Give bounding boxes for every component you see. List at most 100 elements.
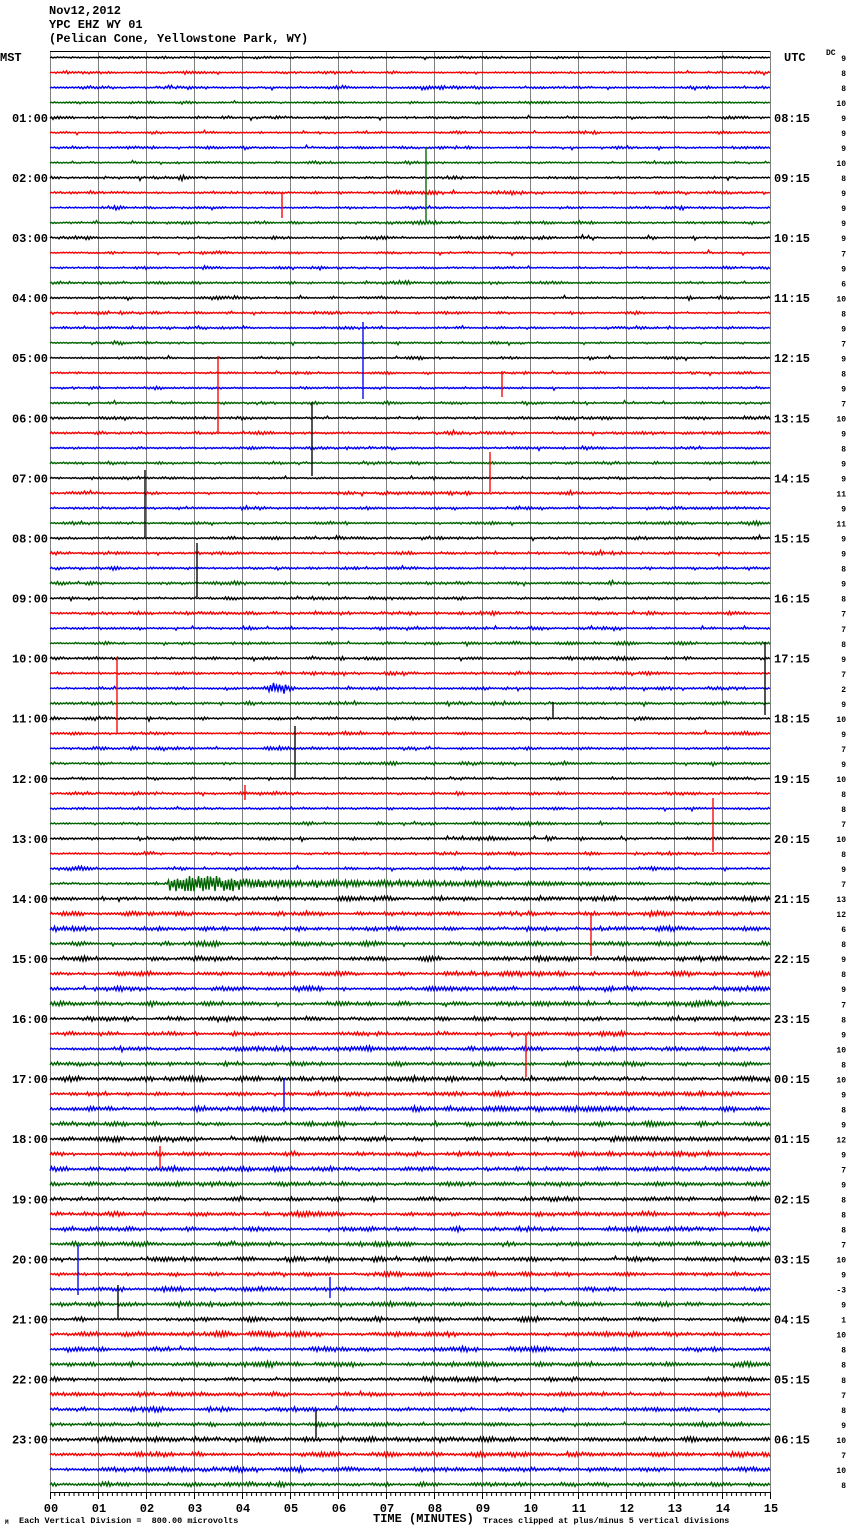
svg-text:UTC: UTC	[784, 51, 806, 65]
svg-text:12: 12	[836, 1136, 846, 1145]
svg-text:DC: DC	[826, 49, 836, 58]
svg-text:22:00: 22:00	[12, 1374, 48, 1388]
svg-text:7: 7	[841, 611, 846, 620]
svg-text:9: 9	[841, 115, 846, 124]
svg-text:01:00: 01:00	[12, 112, 48, 126]
svg-text:21:15: 21:15	[774, 893, 810, 907]
svg-text:23:15: 23:15	[774, 1013, 810, 1027]
svg-text:8: 8	[841, 1061, 846, 1070]
svg-text:12: 12	[620, 1502, 634, 1516]
svg-text:9: 9	[841, 190, 846, 199]
svg-text:8: 8	[841, 1106, 846, 1115]
svg-text:9: 9	[841, 1031, 846, 1040]
svg-text:8: 8	[841, 370, 846, 379]
svg-text:14:00: 14:00	[12, 893, 48, 907]
svg-text:01:15: 01:15	[774, 1133, 810, 1147]
svg-text:7: 7	[841, 1242, 846, 1251]
svg-text:16:00: 16:00	[12, 1013, 48, 1027]
svg-text:02: 02	[140, 1502, 154, 1516]
svg-text:20:15: 20:15	[774, 833, 810, 847]
svg-text:8: 8	[841, 1482, 846, 1491]
svg-text:7: 7	[841, 400, 846, 409]
svg-text:9: 9	[841, 205, 846, 214]
svg-text:11: 11	[572, 1502, 586, 1516]
svg-text:9: 9	[841, 731, 846, 740]
svg-text:9: 9	[841, 761, 846, 770]
svg-text:09:00: 09:00	[12, 593, 48, 607]
svg-text:10: 10	[836, 100, 846, 109]
svg-text:M: M	[5, 1519, 9, 1526]
svg-text:8: 8	[841, 1407, 846, 1416]
svg-text:18:00: 18:00	[12, 1133, 48, 1147]
svg-text:13: 13	[668, 1502, 682, 1516]
svg-text:9: 9	[841, 145, 846, 154]
svg-text:10:15: 10:15	[774, 232, 810, 246]
svg-text:02:00: 02:00	[12, 172, 48, 186]
svg-text:06:15: 06:15	[774, 1434, 810, 1448]
svg-text:03:00: 03:00	[12, 232, 48, 246]
svg-text:9: 9	[841, 235, 846, 244]
svg-text:05: 05	[284, 1502, 298, 1516]
svg-text:9: 9	[841, 581, 846, 590]
svg-text:7: 7	[841, 250, 846, 259]
svg-text:9: 9	[841, 1121, 846, 1130]
svg-text:10: 10	[836, 1076, 846, 1085]
svg-text:8: 8	[841, 310, 846, 319]
svg-text:9: 9	[841, 461, 846, 470]
svg-text:8: 8	[841, 85, 846, 94]
svg-text:TIME (MINUTES): TIME (MINUTES)	[373, 1512, 474, 1526]
svg-text:11: 11	[836, 521, 846, 530]
svg-text:9: 9	[841, 476, 846, 485]
svg-text:Nov12,2012: Nov12,2012	[49, 4, 121, 18]
svg-text:14:15: 14:15	[774, 472, 810, 486]
svg-text:8: 8	[841, 971, 846, 980]
svg-text:12:15: 12:15	[774, 352, 810, 366]
svg-text:05:00: 05:00	[12, 352, 48, 366]
svg-text:07: 07	[380, 1502, 394, 1516]
svg-text:9: 9	[841, 866, 846, 875]
svg-text:00: 00	[44, 1502, 58, 1516]
svg-text:15:15: 15:15	[774, 532, 810, 546]
svg-text:9: 9	[841, 701, 846, 710]
svg-text:08:00: 08:00	[12, 532, 48, 546]
svg-text:13:00: 13:00	[12, 833, 48, 847]
svg-text:04:00: 04:00	[12, 292, 48, 306]
svg-text:8: 8	[841, 1197, 846, 1206]
svg-text:9: 9	[841, 431, 846, 440]
svg-text:8: 8	[841, 1347, 846, 1356]
svg-text:8: 8	[841, 446, 846, 455]
svg-text:8: 8	[841, 791, 846, 800]
svg-text:19:15: 19:15	[774, 773, 810, 787]
svg-text:00:15: 00:15	[774, 1073, 810, 1087]
svg-text:08:15: 08:15	[774, 112, 810, 126]
svg-text:YPC EHZ WY 01: YPC EHZ WY 01	[49, 18, 143, 32]
svg-text:21:00: 21:00	[12, 1313, 48, 1327]
svg-text:MST: MST	[0, 51, 22, 65]
svg-text:8: 8	[841, 175, 846, 184]
svg-text:10: 10	[836, 295, 846, 304]
svg-text:7: 7	[841, 671, 846, 680]
svg-text:10: 10	[836, 1332, 846, 1341]
svg-text:9: 9	[841, 551, 846, 560]
svg-text:14: 14	[716, 1502, 730, 1516]
svg-text:15: 15	[764, 1502, 778, 1516]
svg-text:18:15: 18:15	[774, 713, 810, 727]
svg-text:20:00: 20:00	[12, 1253, 48, 1267]
svg-text:9: 9	[841, 55, 846, 64]
svg-text:11:15: 11:15	[774, 292, 810, 306]
svg-text:10: 10	[836, 1257, 846, 1266]
svg-text:Traces clipped at plus/minus 5: Traces clipped at plus/minus 5 vertical …	[483, 1516, 729, 1526]
svg-text:11: 11	[836, 491, 846, 500]
svg-text:8: 8	[841, 596, 846, 605]
svg-text:10: 10	[836, 160, 846, 169]
svg-text:08: 08	[428, 1502, 442, 1516]
svg-text:12: 12	[836, 911, 846, 920]
svg-text:02:15: 02:15	[774, 1193, 810, 1207]
svg-text:13: 13	[836, 896, 846, 905]
svg-text:15:00: 15:00	[12, 953, 48, 967]
svg-text:8: 8	[841, 641, 846, 650]
svg-text:7: 7	[841, 1452, 846, 1461]
svg-text:23:00: 23:00	[12, 1434, 48, 1448]
svg-text:10: 10	[836, 836, 846, 845]
svg-text:(Pelican Cone, Yellowstone Par: (Pelican Cone, Yellowstone Park, WY)	[49, 32, 308, 46]
